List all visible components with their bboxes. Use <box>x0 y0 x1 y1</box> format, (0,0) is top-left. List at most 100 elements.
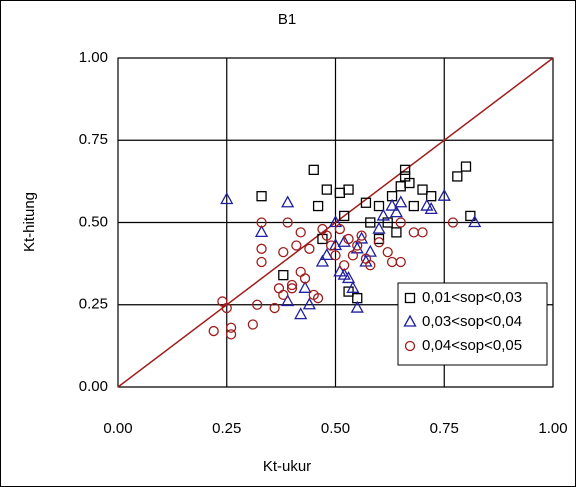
legend-marker <box>403 314 417 327</box>
circle-point <box>395 217 406 228</box>
circle-point <box>247 319 259 330</box>
square-point <box>391 227 402 238</box>
circle-point <box>356 230 367 241</box>
triangle-point <box>302 297 316 310</box>
triangle-point <box>294 307 308 320</box>
circle-point <box>278 246 289 258</box>
legend-label: 0,03<sop<0,04 <box>422 313 522 330</box>
chart-title: B1 <box>278 11 296 28</box>
circle-point <box>312 293 324 304</box>
triangle-point <box>337 234 351 247</box>
x-tick-label: 1.00 <box>538 420 567 437</box>
triangle-point <box>346 280 360 293</box>
circle-point <box>286 283 298 294</box>
circle-point <box>221 302 232 314</box>
circle-point <box>304 243 315 254</box>
circle-point <box>278 289 289 301</box>
square-point <box>452 171 463 182</box>
circle-point <box>256 217 267 228</box>
square-point <box>308 164 319 176</box>
square-point <box>343 184 354 195</box>
circle-point <box>225 322 237 333</box>
x-axis-label: Kt-ukur <box>263 458 311 475</box>
circle-point <box>208 325 219 337</box>
square-point <box>339 210 350 222</box>
circle-point <box>343 233 354 245</box>
square-point <box>343 286 354 297</box>
triangle-point <box>437 188 451 201</box>
y-axis-label: Kt-hitung <box>21 192 38 252</box>
x-tick-label: 0.25 <box>212 420 241 437</box>
triangle-point <box>281 195 295 208</box>
triangle-point <box>315 254 330 267</box>
triangle-point <box>376 208 390 221</box>
circle-point <box>295 266 306 278</box>
circle-point <box>373 237 385 248</box>
triangle-point <box>394 195 408 208</box>
triangle-point <box>389 205 403 218</box>
square-point <box>278 269 289 281</box>
circle-point <box>282 217 293 228</box>
square-point <box>426 191 437 202</box>
circle-point <box>395 256 406 268</box>
circle-point <box>382 246 393 258</box>
square-point <box>417 184 428 195</box>
circle-point <box>325 240 337 251</box>
triangle-point <box>468 215 482 228</box>
legend-label: 0,04<sop<0,05 <box>422 337 522 354</box>
circle-point <box>256 256 267 268</box>
circle-point <box>286 279 298 291</box>
circle-point <box>269 302 280 314</box>
triangle-point <box>372 221 386 234</box>
triangle-point <box>298 280 312 293</box>
circle-point <box>330 250 341 261</box>
square-point <box>373 200 385 212</box>
x-tick-label: 0.00 <box>103 420 132 437</box>
circle-point <box>295 227 306 238</box>
square-point <box>321 184 332 195</box>
x-tick-label: 0.50 <box>321 420 350 437</box>
y-tick-label: 0.25 <box>79 296 108 313</box>
circle-point <box>252 299 263 310</box>
triangle-point <box>328 238 343 251</box>
triangle-point <box>350 300 364 313</box>
y-tick-label: 1.00 <box>79 49 108 66</box>
circle-point <box>365 260 376 271</box>
square-point <box>408 200 419 212</box>
legend-marker <box>404 340 416 352</box>
triangle-point <box>337 267 351 280</box>
circle-point <box>417 227 428 238</box>
y-tick-label: 0.75 <box>79 131 108 148</box>
circle-point <box>339 260 350 271</box>
circle-point <box>256 243 267 254</box>
circle-point <box>352 240 363 251</box>
circle-point <box>291 240 302 251</box>
square-point <box>360 197 372 208</box>
square-point <box>312 200 324 212</box>
circle-point <box>225 329 237 340</box>
circle-point <box>447 217 459 228</box>
square-point <box>256 191 267 202</box>
triangle-point <box>320 248 334 261</box>
legend-label: 0,01<sop<0,03 <box>422 289 522 306</box>
circle-point <box>347 250 359 261</box>
triangle-point <box>385 198 399 211</box>
y-tick-label: 0.50 <box>79 213 108 230</box>
circle-point <box>334 223 346 235</box>
square-point <box>373 233 385 245</box>
triangle-point <box>254 225 269 238</box>
legend-marker <box>404 292 416 304</box>
square-point <box>399 171 411 182</box>
diagonal-line <box>117 57 554 388</box>
x-tick-label: 0.75 <box>430 420 459 437</box>
square-point <box>365 217 376 228</box>
triangle-point <box>220 192 234 205</box>
square-point <box>399 164 411 176</box>
legend-box <box>397 282 548 366</box>
square-point <box>460 161 472 172</box>
y-tick-label: 0.00 <box>79 378 108 395</box>
triangle-point <box>341 271 356 284</box>
circle-point <box>321 230 332 241</box>
triangle-point <box>281 294 295 307</box>
